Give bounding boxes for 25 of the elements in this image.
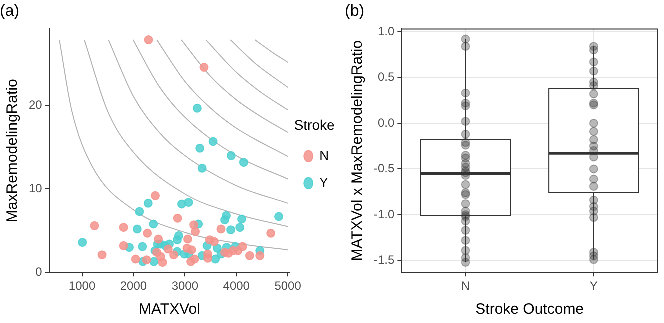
x-tick-label: N: [461, 279, 470, 294]
legend-title: Stroke: [294, 116, 335, 133]
y-tick-label: 10: [28, 182, 43, 196]
y-tick-label: 0: [36, 264, 43, 279]
x-tick-label: 3000: [172, 279, 199, 294]
y-tick-label: -0.5: [374, 162, 395, 176]
y-tick-label: 0.5: [378, 70, 395, 84]
x-axis-title: Stroke Outcome: [476, 301, 584, 318]
x-tick-label: 5000: [274, 279, 302, 294]
x-tick-label: 1000: [68, 279, 96, 294]
y-tick-label: 1.0: [378, 24, 395, 38]
y-tick-label: -1.0: [374, 207, 395, 222]
y-axis-title: MATXVol x MaxRemodelingRatio: [349, 40, 366, 262]
x-axis-title: MATXVol: [139, 301, 200, 318]
y-axis-title: MaxRemodelingRatio: [4, 79, 22, 223]
y-tick-label: 0.0: [378, 116, 395, 130]
x-tick-label: 4000: [223, 279, 250, 294]
legend-label: N: [320, 148, 329, 163]
y-tick-label: 20: [28, 98, 43, 112]
chart-title: (b): [345, 3, 365, 20]
chart-title: (a): [0, 3, 20, 20]
x-tick-label: 2000: [120, 279, 148, 294]
y-tick-label: -1.5: [374, 253, 395, 268]
legend-label: Y: [320, 174, 329, 190]
x-tick-label: Y: [590, 279, 598, 294]
